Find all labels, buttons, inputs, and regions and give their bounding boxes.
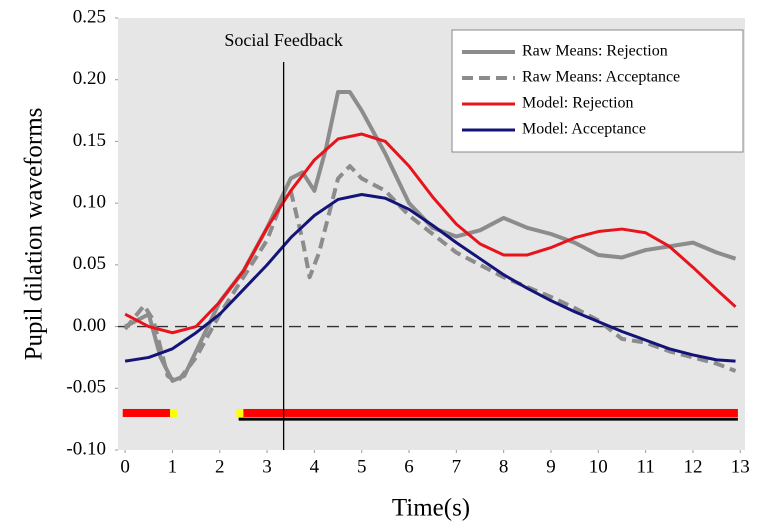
significance-bar [122, 408, 171, 417]
y-tick-label: -0.05 [66, 377, 106, 398]
y-tick-label: -0.10 [66, 438, 106, 459]
legend-label: Raw Means: Rejection [522, 43, 668, 60]
x-tick-label: 2 [215, 456, 225, 477]
legend-label: Model: Rejection [522, 95, 634, 112]
significance-bar [238, 417, 738, 421]
x-tick-label: 12 [683, 456, 702, 477]
legend: Raw Means: Rejection Raw Means: Acceptanc… [451, 29, 744, 153]
x-tick-label: 10 [589, 456, 608, 477]
x-tick-label: 6 [404, 456, 414, 477]
series-line [124, 193, 736, 363]
x-tick-label: 3 [262, 456, 272, 477]
significance-bar [243, 408, 738, 417]
significance-bar [236, 408, 244, 417]
x-tick-label: 7 [452, 456, 462, 477]
x-tick-label: 0 [120, 456, 130, 477]
series-line [123, 164, 737, 385]
series-line [124, 132, 737, 335]
x-tick-label: 8 [499, 456, 509, 477]
annotation-text: Social Feedback [224, 30, 342, 50]
x-axis-label: Time(s) [392, 495, 470, 522]
x-tick-label: 11 [636, 456, 654, 477]
x-tick-label: 13 [731, 456, 750, 477]
legend-label: Model: Acceptance [522, 121, 646, 138]
legend-label: Raw Means: Acceptance [522, 69, 680, 86]
y-axis-label: Pupil dilation waveforms [21, 108, 48, 361]
y-tick-label: 0.15 [73, 130, 106, 151]
y-tick-label: 0.10 [73, 192, 106, 213]
y-tick-label: 0.20 [73, 68, 106, 89]
y-tick-label: 0.25 [73, 6, 106, 27]
series-line [124, 90, 737, 383]
x-tick-label: 9 [546, 456, 556, 477]
significance-bar [170, 408, 178, 417]
x-tick-label: 1 [168, 456, 178, 477]
x-tick-label: 4 [310, 456, 320, 477]
x-tick-label: 5 [357, 456, 367, 477]
y-tick-label: 0.05 [73, 253, 106, 274]
y-tick-label: 0.00 [73, 315, 106, 336]
